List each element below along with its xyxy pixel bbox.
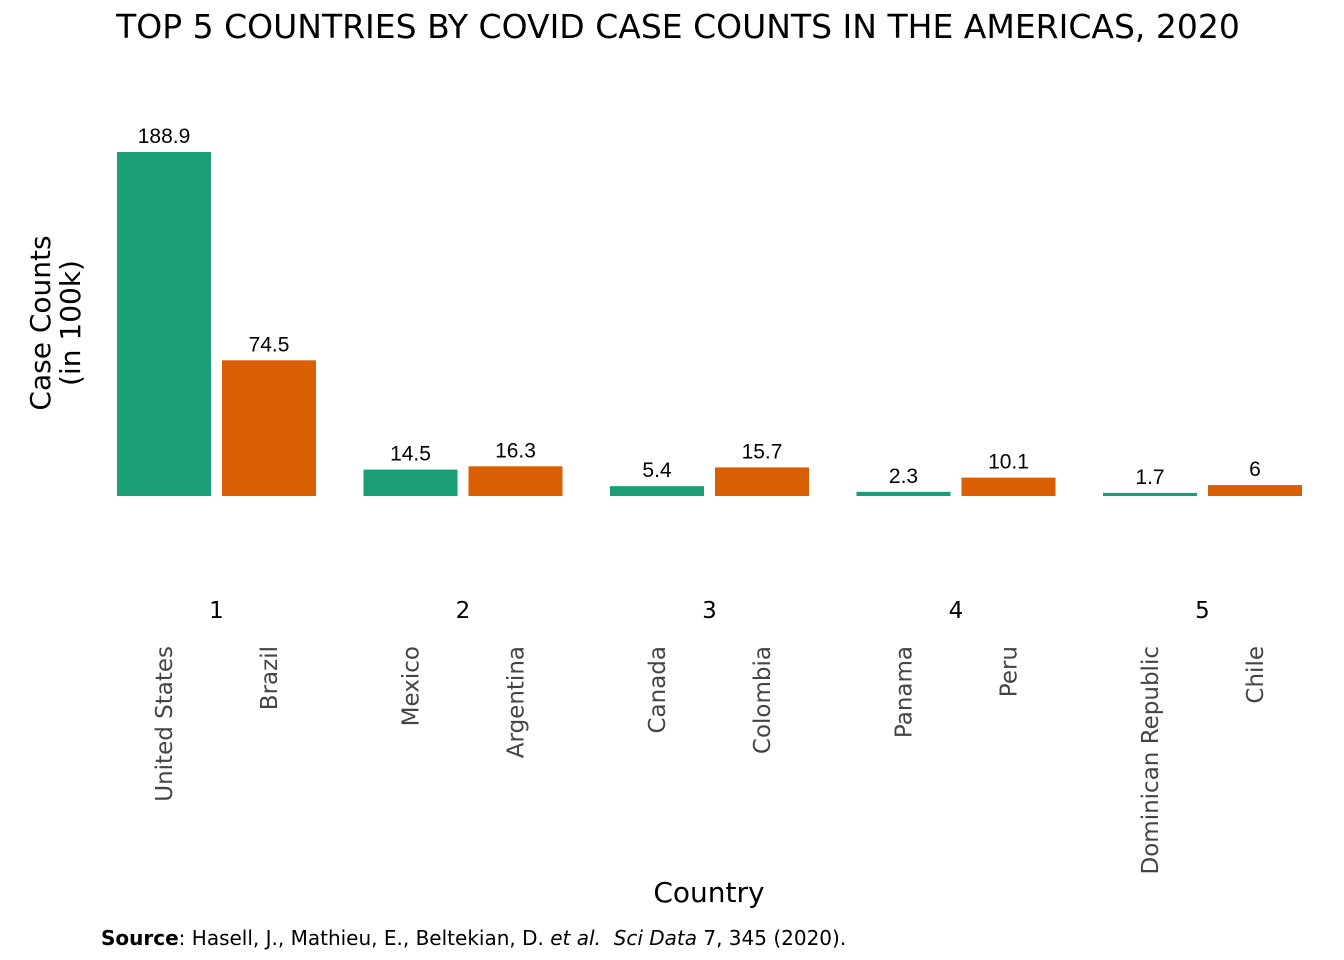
country-label-peru: Peru bbox=[997, 646, 1023, 697]
bar-dominican-republic bbox=[1103, 492, 1197, 496]
country-labels-layer: United States Brazil Mexico Argentina Canada… bbox=[152, 646, 1269, 874]
bars-layer bbox=[117, 152, 1302, 496]
value-label-canada: 5.4 bbox=[642, 459, 672, 482]
y-axis-label-line-2: (in 100k) bbox=[54, 260, 87, 386]
y-axis-label: Case Counts (in 100k) bbox=[24, 235, 87, 410]
bar-chile bbox=[1208, 485, 1302, 496]
country-label-chile: Chile bbox=[1243, 646, 1269, 704]
value-label-dominican-republic: 1.7 bbox=[1135, 466, 1164, 489]
rank-label-1: 1 bbox=[209, 598, 224, 624]
source-label: Source bbox=[101, 926, 179, 950]
bar-chart: TOP 5 COUNTRIES BY COVID CASE COUNTS IN … bbox=[24, 7, 1302, 909]
source-separator: : bbox=[178, 926, 192, 950]
source-authors: Hasell, J., Mathieu, E., Beltekian, D. bbox=[191, 926, 551, 950]
rank-labels-layer: 1 2 3 4 5 bbox=[209, 598, 1210, 624]
country-label-united-states: United States bbox=[152, 646, 178, 802]
value-label-colombia: 15.7 bbox=[742, 440, 783, 463]
rank-label-4: 4 bbox=[949, 598, 964, 624]
rank-label-5: 5 bbox=[1195, 598, 1210, 624]
source-etal: et al. bbox=[550, 926, 601, 950]
rank-label-2: 2 bbox=[456, 598, 471, 624]
value-label-united-states: 188.9 bbox=[138, 125, 191, 148]
source-citation: 7, 345 (2020). bbox=[696, 926, 847, 950]
bar-mexico bbox=[363, 469, 458, 496]
bar-brazil bbox=[222, 360, 316, 496]
source-journal: Sci Data bbox=[613, 926, 697, 950]
y-axis-label-line-1: Case Counts bbox=[24, 235, 57, 410]
source-gap bbox=[601, 926, 614, 950]
x-axis-label: Country bbox=[653, 876, 764, 909]
bar-canada bbox=[610, 486, 704, 496]
value-label-peru: 10.1 bbox=[988, 451, 1029, 474]
country-label-colombia: Colombia bbox=[750, 646, 776, 754]
country-label-panama: Panama bbox=[892, 646, 918, 738]
country-label-brazil: Brazil bbox=[257, 646, 283, 710]
bar-peru bbox=[961, 477, 1056, 496]
country-label-argentina: Argentina bbox=[504, 646, 530, 758]
bar-panama bbox=[856, 491, 951, 496]
value-label-panama: 2.3 bbox=[889, 465, 918, 488]
value-labels-layer: 188.9 74.5 14.5 16.3 5.4 15.7 2.3 10.1 1.7 6 bbox=[138, 125, 1261, 489]
value-label-argentina: 16.3 bbox=[495, 439, 536, 462]
country-label-dominican-republic: Dominican Republic bbox=[1138, 646, 1164, 874]
bar-united-states bbox=[117, 152, 211, 496]
bar-colombia bbox=[715, 467, 809, 496]
chart-title: TOP 5 COUNTRIES BY COVID CASE COUNTS IN … bbox=[115, 7, 1240, 46]
country-label-mexico: Mexico bbox=[399, 646, 425, 726]
value-label-chile: 6 bbox=[1249, 458, 1261, 481]
bar-argentina bbox=[468, 466, 563, 496]
country-label-canada: Canada bbox=[645, 646, 671, 734]
rank-label-3: 3 bbox=[702, 598, 717, 624]
value-label-brazil: 74.5 bbox=[249, 333, 290, 356]
value-label-mexico: 14.5 bbox=[390, 443, 431, 466]
source-note: Source: Hasell, J., Mathieu, E., Belteki… bbox=[101, 926, 846, 950]
